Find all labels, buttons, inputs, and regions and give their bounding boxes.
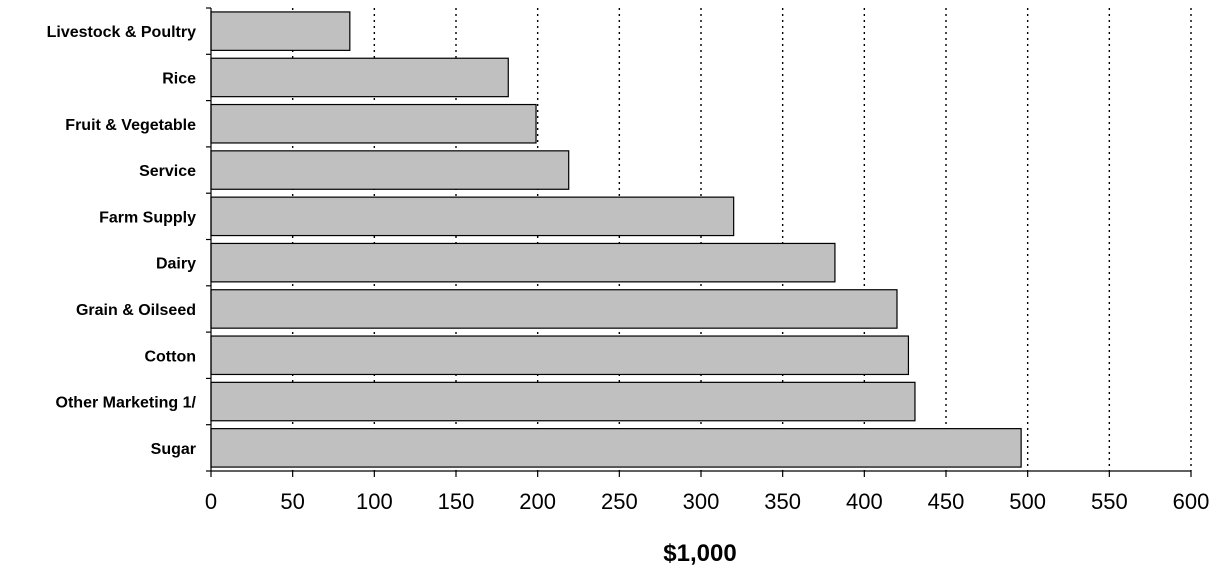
- x-tick-label: 250: [601, 489, 638, 514]
- bar: [210, 242, 836, 283]
- category-label: Dairy: [156, 256, 196, 273]
- x-tick-labels: 0 50 100 150 200 250 300 350 400 450 500 550 600: [205, 489, 1209, 514]
- x-tick-label: 450: [928, 489, 965, 514]
- bar: [210, 196, 735, 237]
- bar: [210, 335, 910, 376]
- x-axis-title: $1,000: [663, 540, 736, 567]
- bar: [210, 289, 898, 329]
- x-tick-label: 600: [1173, 489, 1210, 514]
- x-tick-label: 200: [519, 489, 556, 514]
- x-tick-label: 550: [1091, 489, 1128, 514]
- bar: [210, 381, 916, 422]
- bar: [210, 150, 570, 190]
- category-labels: Livestock & Poultry Rice Fruit & Vegetable…: [47, 24, 197, 458]
- category-label: Service: [139, 163, 196, 180]
- x-tick-label: 350: [764, 489, 801, 514]
- category-label: Cotton: [144, 348, 196, 365]
- category-label: Fruit & Vegetable: [65, 117, 196, 134]
- bar: [210, 428, 1022, 468]
- x-tick-label: 400: [846, 489, 883, 514]
- category-label: Sugar: [151, 441, 196, 458]
- bars: [210, 11, 1022, 468]
- x-tick-label: 500: [1009, 489, 1046, 514]
- x-tick-label: 50: [280, 489, 304, 514]
- category-label: Other Marketing 1/: [56, 395, 197, 412]
- x-tick-label: 0: [205, 489, 217, 514]
- x-tick-label: 300: [683, 489, 720, 514]
- x-tick-label: 100: [356, 489, 393, 514]
- bar: [210, 11, 351, 51]
- bar: [210, 103, 537, 144]
- bar: [210, 57, 509, 98]
- category-label: Rice: [162, 70, 196, 87]
- x-tick-label: 150: [438, 489, 475, 514]
- axes: [206, 7, 1192, 477]
- category-label: Farm Supply: [99, 209, 196, 226]
- category-label: Grain & Oilseed: [76, 302, 196, 319]
- category-label: Livestock & Poultry: [47, 24, 196, 41]
